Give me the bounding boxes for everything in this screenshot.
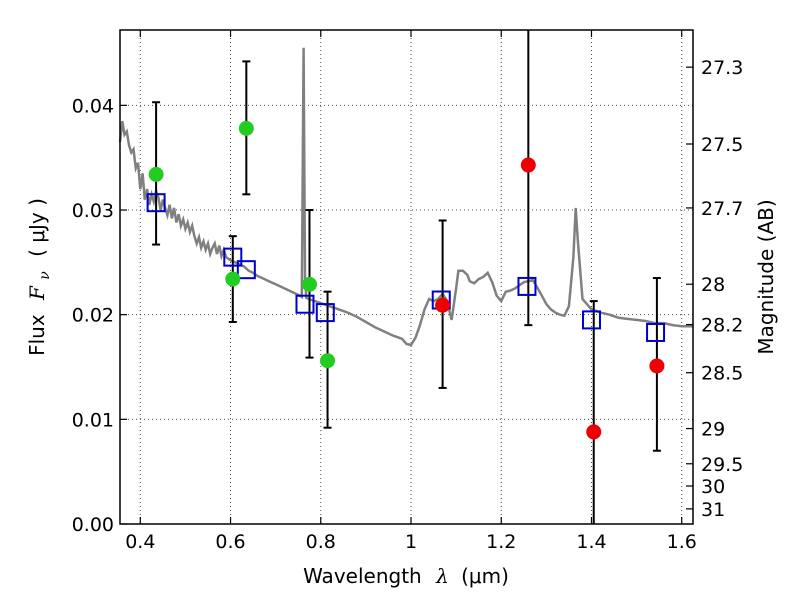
y-tick-label: 0.03 xyxy=(72,200,114,222)
model-photometry-square xyxy=(146,193,166,213)
y-tick-label: 0.00 xyxy=(72,514,114,536)
x-axis-label-symbol: λ xyxy=(435,564,449,588)
x-tick-label: 1.2 xyxy=(486,531,516,553)
observed-point xyxy=(148,166,164,182)
mag-tick-label: 27.5 xyxy=(701,134,743,156)
grid-lines xyxy=(120,30,693,525)
y-axis-label-symbol: F xyxy=(25,285,49,301)
x-tick-label: 0.4 xyxy=(125,531,155,553)
mag-tick-label: 27.7 xyxy=(701,198,743,220)
observed-point xyxy=(649,358,665,374)
model-photometry-square xyxy=(581,310,601,330)
x-axis-label-text: Wavelength xyxy=(303,564,422,588)
mag-tick-label: 28 xyxy=(701,274,725,296)
y-axis-label-text: Flux xyxy=(25,314,49,356)
observed-point xyxy=(225,271,241,287)
mag-tick-label: 29 xyxy=(701,419,725,441)
mag-tick-label: 28.2 xyxy=(701,315,743,337)
model-photometry-square xyxy=(295,294,315,314)
y-tick-label: 0.04 xyxy=(72,95,114,117)
axis-ticks xyxy=(120,30,693,525)
x-tick-label: 1.6 xyxy=(667,531,697,553)
model-photometry-square xyxy=(646,322,666,342)
mag-tick-label: 29.5 xyxy=(701,454,743,476)
mag-tick-label: 27.3 xyxy=(701,57,743,79)
x-axis-label: Wavelength λ (μm) xyxy=(303,564,509,588)
model-photometry-squares xyxy=(146,193,666,342)
observed-point xyxy=(320,353,336,369)
y-tick-labels: 0.00 0.01 0.02 0.03 0.04 xyxy=(72,95,114,536)
x-tick-label: 1.4 xyxy=(576,531,606,553)
mag-tick-label: 28.5 xyxy=(701,363,743,385)
observed-point xyxy=(238,120,254,136)
observed-point xyxy=(435,297,451,313)
x-tick-label: 1 xyxy=(405,531,417,553)
observed-point xyxy=(301,276,317,292)
plot-frame xyxy=(119,29,694,525)
y-axis-label-unit: ( μJy ) xyxy=(25,198,49,257)
model-photometry-square xyxy=(315,303,335,323)
x-tick-label: 0.6 xyxy=(215,531,245,553)
y-axis-label: Flux F ν ( μJy ) xyxy=(25,198,54,356)
x-tick-label: 0.8 xyxy=(306,531,336,553)
model-photometry-square xyxy=(236,260,256,280)
y-axis-label-subscript: ν xyxy=(37,271,53,280)
observed-points xyxy=(148,120,665,440)
x-tick-labels: 0.4 0.6 0.8 1 1.2 1.4 1.6 xyxy=(125,531,697,553)
mag-tick-label: 30 xyxy=(701,476,725,498)
observed-point xyxy=(520,157,536,173)
right-axis-label: Magnitude (AB) xyxy=(754,199,778,354)
sed-model-line xyxy=(118,47,693,347)
y-tick-label: 0.02 xyxy=(72,305,114,327)
mag-tick-label: 31 xyxy=(701,499,725,521)
model-photometry-square xyxy=(517,276,537,296)
model-photometry-square xyxy=(223,247,243,267)
y-tick-label: 0.01 xyxy=(72,409,114,431)
x-axis-label-unit: (μm) xyxy=(461,564,509,588)
observed-point xyxy=(586,424,602,440)
